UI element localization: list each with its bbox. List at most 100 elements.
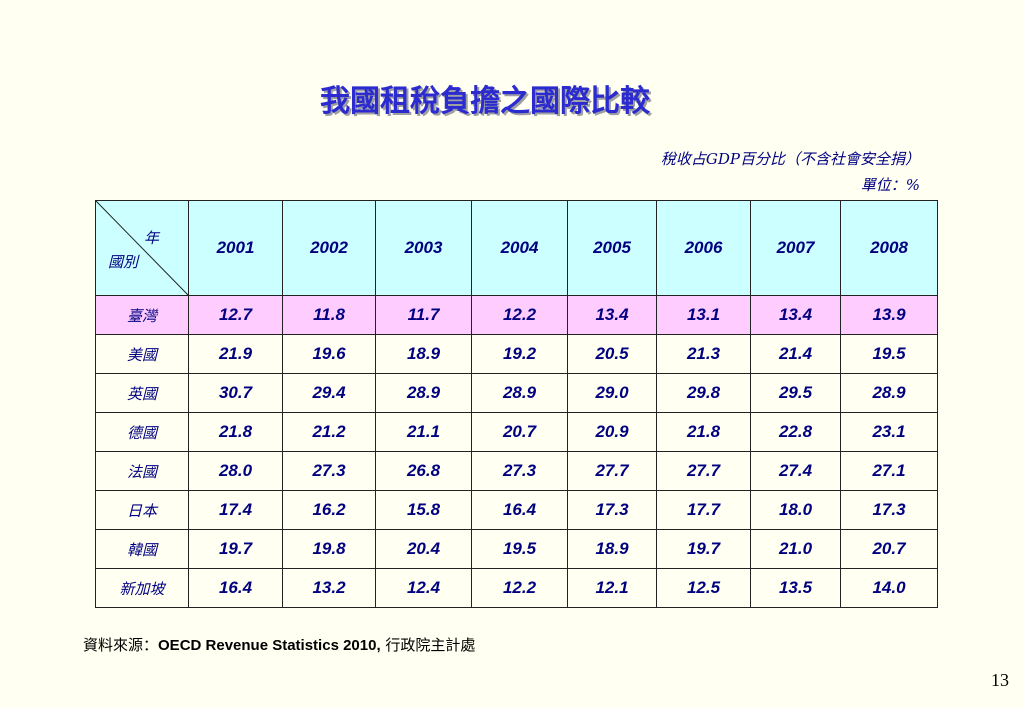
value-cell: 13.5 (750, 568, 841, 608)
title: 我國租稅負擔之國際比較 (320, 84, 650, 119)
value-cell: 17.7 (656, 490, 751, 530)
value-cell: 11.7 (375, 295, 472, 335)
value-cell: 27.7 (567, 451, 657, 491)
source-main: OECD Revenue Statistics 2010, (158, 637, 381, 654)
value-cell: 12.4 (375, 568, 472, 608)
value-cell: 28.9 (375, 373, 472, 413)
country-cell: 新加坡 (95, 568, 189, 608)
value-cell: 16.4 (188, 568, 283, 608)
value-cell: 19.5 (471, 529, 568, 569)
value-cell: 27.1 (840, 451, 938, 491)
table-row: 日本 17.4 16.2 15.8 16.4 17.3 17.7 18.0 17.3 (95, 490, 938, 530)
value-cell: 17.3 (567, 490, 657, 530)
value-cell: 16.2 (282, 490, 376, 530)
source-label: 資料來源： (83, 636, 159, 654)
value-cell: 21.0 (750, 529, 841, 569)
value-cell: 18.9 (375, 334, 472, 374)
table-row: 新加坡 16.4 13.2 12.4 12.2 12.1 12.5 13.5 14.0 (95, 568, 938, 608)
value-cell: 30.7 (188, 373, 283, 413)
value-cell: 17.3 (840, 490, 938, 530)
table-row: 英國 30.7 29.4 28.9 28.9 29.0 29.8 29.5 28.9 (95, 373, 938, 413)
value-cell: 29.8 (656, 373, 751, 413)
value-cell: 19.5 (840, 334, 938, 374)
note: 單位：% (860, 176, 920, 194)
year-header: 2005 (567, 200, 657, 296)
value-cell: 26.8 (375, 451, 472, 491)
value-cell: 27.3 (282, 451, 376, 491)
value-cell: 20.7 (840, 529, 938, 569)
value-cell: 18.0 (750, 490, 841, 530)
value-cell: 13.4 (750, 295, 841, 335)
value-cell: 29.5 (750, 373, 841, 413)
value-cell: 28.9 (840, 373, 938, 413)
value-cell: 19.7 (656, 529, 751, 569)
value-cell: 19.8 (282, 529, 376, 569)
year-header: 2002 (282, 200, 376, 296)
country-cell: 德國 (95, 412, 189, 452)
country-cell: 韓國 (95, 529, 189, 569)
value-cell: 12.1 (567, 568, 657, 608)
value-cell: 28.0 (188, 451, 283, 491)
value-cell: 21.8 (188, 412, 283, 452)
year-header: 2007 (750, 200, 841, 296)
value-cell: 12.2 (471, 568, 568, 608)
year-header: 2003 (375, 200, 472, 296)
value-cell: 15.8 (375, 490, 472, 530)
value-cell: 19.6 (282, 334, 376, 374)
source: 資料來源：OECD Revenue Statistics 2010, 行政院主計… (83, 634, 475, 655)
year-header: 2001 (188, 200, 283, 296)
country-cell: 臺灣 (95, 295, 189, 335)
table-row: 臺灣 12.7 11.8 11.7 12.2 13.4 13.1 13.4 13.9 (95, 295, 938, 335)
corner-bottom: 國別 (108, 253, 139, 271)
country-cell: 法國 (95, 451, 189, 491)
value-cell: 12.2 (471, 295, 568, 335)
value-cell: 28.9 (471, 373, 568, 413)
value-cell: 20.4 (375, 529, 472, 569)
country-cell: 美國 (95, 334, 189, 374)
value-cell: 12.5 (656, 568, 751, 608)
corner-top: 年 (144, 229, 160, 247)
country-cell: 日本 (95, 490, 189, 530)
corner-cell: 年國別 (95, 200, 189, 296)
value-cell: 19.2 (471, 334, 568, 374)
value-cell: 13.4 (567, 295, 657, 335)
diagonal (96, 201, 188, 295)
value-cell: 22.8 (750, 412, 841, 452)
value-cell: 27.3 (471, 451, 568, 491)
data-table: 年國別 2001 2002 2003 2004 2005 2006 2007 2008 臺灣 12.… (95, 200, 938, 608)
note: 稅收占GDP百分比（不含社會安全捐） (660, 150, 920, 168)
value-cell: 20.9 (567, 412, 657, 452)
table-row: 法國 28.0 27.3 26.8 27.3 27.7 27.7 27.4 27.1 (95, 451, 938, 491)
value-cell: 27.4 (750, 451, 841, 491)
value-cell: 16.4 (471, 490, 568, 530)
value-cell: 21.4 (750, 334, 841, 374)
value-cell: 21.2 (282, 412, 376, 452)
value-cell: 13.1 (656, 295, 751, 335)
value-cell: 13.2 (282, 568, 376, 608)
year-header: 2008 (840, 200, 938, 296)
value-cell: 27.7 (656, 451, 751, 491)
value-cell: 21.3 (656, 334, 751, 374)
value-cell: 21.1 (375, 412, 472, 452)
value-cell: 29.4 (282, 373, 376, 413)
table-row: 韓國 19.7 19.8 20.4 19.5 18.9 19.7 21.0 20.7 (95, 529, 938, 569)
value-cell: 14.0 (840, 568, 938, 608)
value-cell: 11.8 (282, 295, 376, 335)
page-number: 13 (991, 670, 1009, 690)
value-cell: 19.7 (188, 529, 283, 569)
value-cell: 20.7 (471, 412, 568, 452)
value-cell: 21.8 (656, 412, 751, 452)
source-rest: 行政院主計處 (380, 636, 476, 654)
year-header: 2006 (656, 200, 751, 296)
country-cell: 英國 (95, 373, 189, 413)
value-cell: 18.9 (567, 529, 657, 569)
value-cell: 17.4 (188, 490, 283, 530)
value-cell: 21.9 (188, 334, 283, 374)
value-cell: 29.0 (567, 373, 657, 413)
table-row: 美國 21.9 19.6 18.9 19.2 20.5 21.3 21.4 19.5 (95, 334, 938, 374)
header-row: 年國別 2001 2002 2003 2004 2005 2006 2007 2008 (95, 200, 938, 296)
value-cell: 20.5 (567, 334, 657, 374)
value-cell: 12.7 (188, 295, 283, 335)
year-header: 2004 (471, 200, 568, 296)
